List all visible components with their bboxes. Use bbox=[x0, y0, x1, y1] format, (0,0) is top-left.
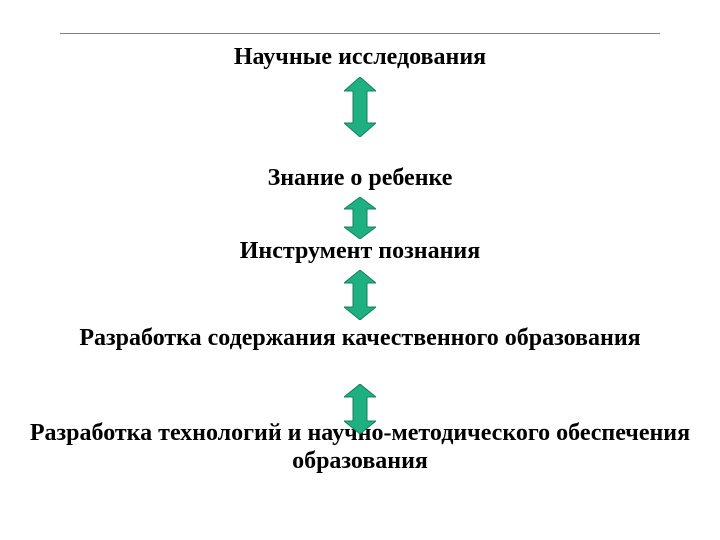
node-3-label: Инструмент познания bbox=[240, 238, 481, 264]
node-1: Научные исследования bbox=[0, 44, 720, 72]
arrow-3 bbox=[344, 270, 376, 320]
arrow-4 bbox=[344, 384, 376, 434]
node-3: Инструмент познания bbox=[0, 238, 720, 266]
header-divider bbox=[60, 33, 660, 34]
node-4: Разработка содержания качественного обра… bbox=[0, 325, 720, 353]
arrow-2 bbox=[344, 197, 376, 239]
node-2: Знание о ребенке bbox=[0, 165, 720, 193]
diagram-container: Научные исследования Знание о ребенке Ин… bbox=[0, 0, 720, 540]
arrow-1 bbox=[344, 77, 376, 137]
node-2-label: Знание о ребенке bbox=[268, 165, 453, 191]
node-1-label: Научные исследования bbox=[234, 44, 486, 70]
node-4-label: Разработка содержания качественного обра… bbox=[79, 325, 640, 351]
